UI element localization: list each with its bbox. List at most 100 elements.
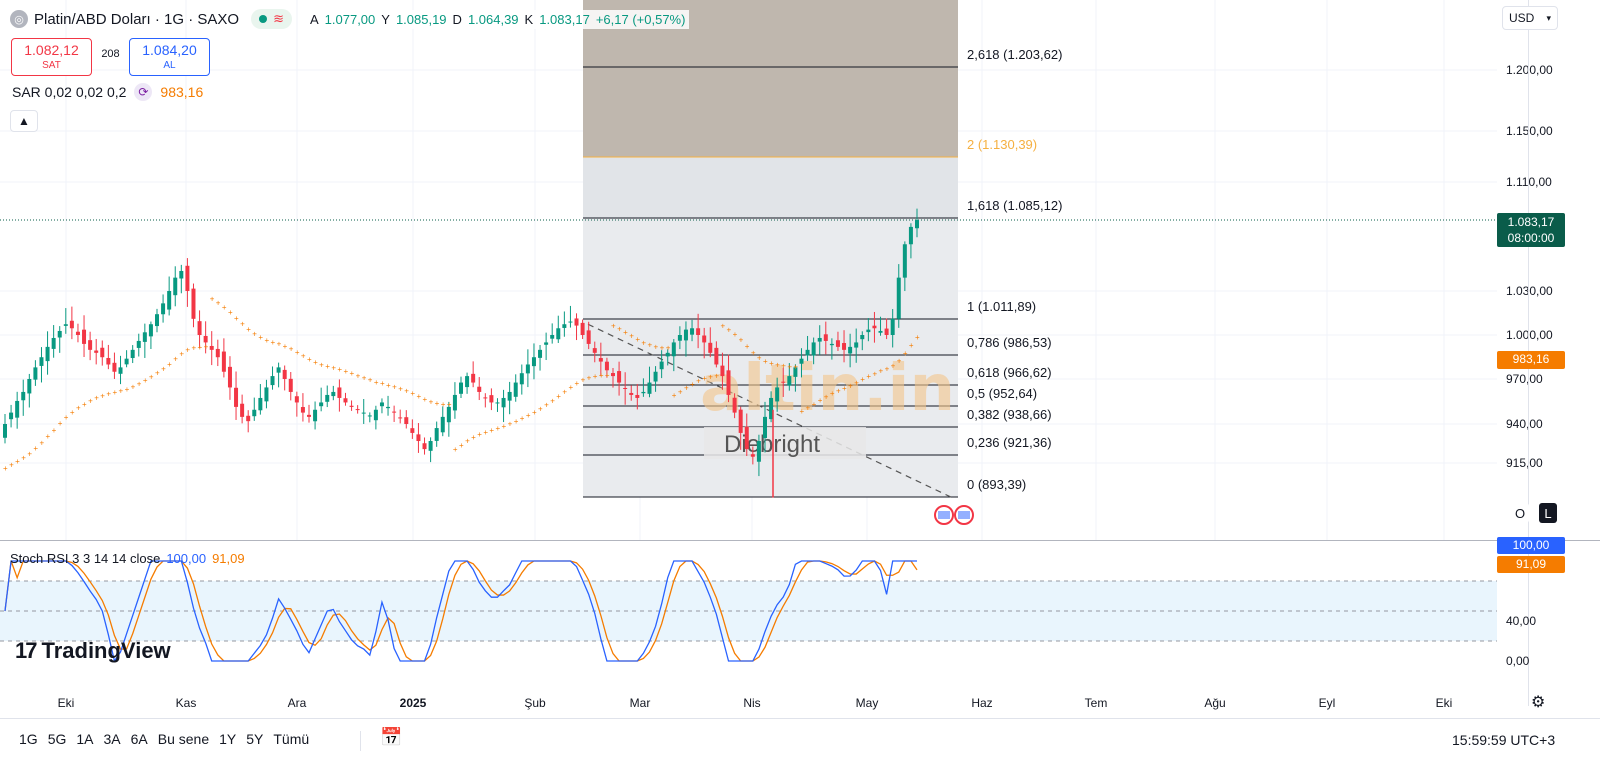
- candle-body: [331, 391, 336, 397]
- symbol-title[interactable]: Platin/ABD Doları · 1G · SAXO: [34, 10, 240, 28]
- sar-dot: +: [799, 407, 804, 416]
- candle-body: [209, 345, 214, 350]
- candle-body: [878, 330, 883, 333]
- sar-dot: +: [641, 338, 646, 347]
- refresh-icon[interactable]: ⟳: [134, 83, 153, 101]
- sar-dot: +: [88, 397, 93, 406]
- sar-dot: +: [568, 383, 573, 392]
- candle-body: [3, 424, 7, 438]
- sar-dot: +: [337, 365, 342, 374]
- range-button-tümü[interactable]: Tümü: [273, 731, 310, 747]
- sar-legend[interactable]: SAR 0,02 0,02 0,2 ⟳ 983,16: [12, 83, 203, 101]
- price-chart[interactable]: 2,618 (1.203,62) 2 (1.130,39) 1,618 (1.085…: [0, 0, 1600, 540]
- sar-dot: +: [745, 342, 750, 351]
- stoch-d-tag: 91,09: [1497, 556, 1565, 573]
- candle-body: [477, 386, 482, 392]
- candle-body: [738, 409, 743, 433]
- sar-dot: +: [812, 400, 817, 409]
- candle-body: [775, 387, 780, 402]
- scale-mode-log-button[interactable]: L: [1539, 503, 1557, 523]
- candle-body: [459, 382, 463, 394]
- time-axis-label: Eyl: [1318, 696, 1336, 710]
- price-axis-label: 1.030,00: [1506, 284, 1553, 298]
- tradingview-logo[interactable]: 17 TradingView: [15, 638, 171, 664]
- candle-body: [465, 376, 470, 388]
- sar-dot: +: [82, 400, 87, 409]
- sar-dot: +: [441, 400, 446, 409]
- candle-body: [39, 357, 44, 366]
- time-axis-label: 2025: [399, 696, 427, 710]
- candle-body: [641, 391, 646, 394]
- candle-body: [21, 391, 26, 401]
- sar-dot: +: [514, 417, 519, 426]
- candle-body: [769, 397, 774, 420]
- candle-body: [763, 416, 767, 439]
- range-button-5y[interactable]: 5Y: [246, 731, 264, 747]
- go-to-date-calendar-icon[interactable]: 📅: [380, 727, 403, 747]
- stoch-rsi-chart[interactable]: 40,00 0,00: [0, 541, 1600, 689]
- sar-dot: +: [623, 328, 628, 337]
- candle-body: [677, 335, 682, 341]
- candle-body: [355, 409, 360, 411]
- price-axis-label: 1.150,00: [1506, 124, 1553, 138]
- candle-body: [106, 357, 111, 365]
- candle-body: [51, 337, 56, 349]
- sar-dot: +: [258, 333, 263, 342]
- candle-body: [343, 398, 348, 403]
- scale-mode-o-button[interactable]: O: [1511, 503, 1529, 523]
- candle-body: [483, 397, 488, 399]
- sar-dot: +: [593, 372, 598, 381]
- candle-body: [817, 337, 822, 342]
- sar-dot: +: [666, 344, 671, 353]
- range-button-1a[interactable]: 1A: [76, 731, 94, 747]
- range-button-1g[interactable]: 1G: [19, 731, 38, 747]
- clock[interactable]: 15:59:59 UTC+3: [1452, 732, 1556, 748]
- sar-dot: +: [234, 314, 239, 323]
- candle-body: [519, 373, 524, 385]
- sar-dot: +: [793, 362, 798, 371]
- candle-body: [118, 367, 123, 374]
- stoch-legend[interactable]: Stoch RSI 3 3 14 14 close 100,00 91,09: [10, 551, 245, 566]
- sar-dot: +: [769, 359, 774, 368]
- ohlc-high: 1.085,19: [395, 11, 447, 27]
- candle-body: [908, 226, 913, 245]
- market-status[interactable]: ≋: [251, 9, 292, 29]
- sar-dot: +: [556, 392, 561, 401]
- range-button-5g[interactable]: 5G: [47, 731, 67, 747]
- sar-dot: +: [100, 391, 105, 400]
- pane-separator[interactable]: [0, 540, 1600, 541]
- time-axis[interactable]: Eki Kas Ara 2025 Şub Mar Nis May Haz Tem Ağu Eyl Eki: [0, 690, 1600, 716]
- buy-button[interactable]: 1.084,20 AL: [129, 38, 210, 76]
- candle-body: [100, 347, 105, 358]
- range-button-1y[interactable]: 1Y: [219, 731, 237, 747]
- price-axis-label: 940,00: [1506, 417, 1543, 431]
- candle-body: [750, 454, 755, 457]
- sar-dot: +: [343, 367, 348, 376]
- sar-dot: +: [787, 362, 792, 371]
- candle-body: [148, 324, 153, 337]
- sar-dot: +: [331, 363, 336, 372]
- range-button-3a[interactable]: 3A: [103, 731, 121, 747]
- currency-selector[interactable]: USD ▾: [1502, 6, 1558, 30]
- sell-button[interactable]: 1.082,12 SAT: [11, 38, 92, 76]
- ohlc-close-label: K: [524, 11, 534, 27]
- toolbar-divider: [360, 731, 361, 751]
- candle-body: [173, 277, 178, 296]
- candle-body: [915, 220, 919, 229]
- sar-dot: +: [76, 404, 81, 413]
- candle-body: [726, 370, 731, 395]
- sar-dot: +: [830, 389, 835, 398]
- range-button-6a[interactable]: 6A: [130, 731, 148, 747]
- chart-settings-gear-icon[interactable]: ⚙: [1531, 694, 1546, 711]
- sar-dot: +: [350, 369, 355, 378]
- candle-body: [854, 342, 859, 348]
- sar-price-tag: 983,16: [1497, 351, 1565, 369]
- sar-dot: +: [672, 391, 677, 400]
- collapse-legend-button[interactable]: ▲: [10, 110, 38, 132]
- stoch-k-value: 100,00: [166, 551, 207, 566]
- sar-dot: +: [325, 362, 330, 371]
- candle-body: [94, 350, 99, 353]
- range-button-bu-sene[interactable]: Bu sene: [157, 731, 210, 747]
- stoch-axis-label: 0,00: [1506, 654, 1530, 668]
- candle-body: [440, 416, 445, 433]
